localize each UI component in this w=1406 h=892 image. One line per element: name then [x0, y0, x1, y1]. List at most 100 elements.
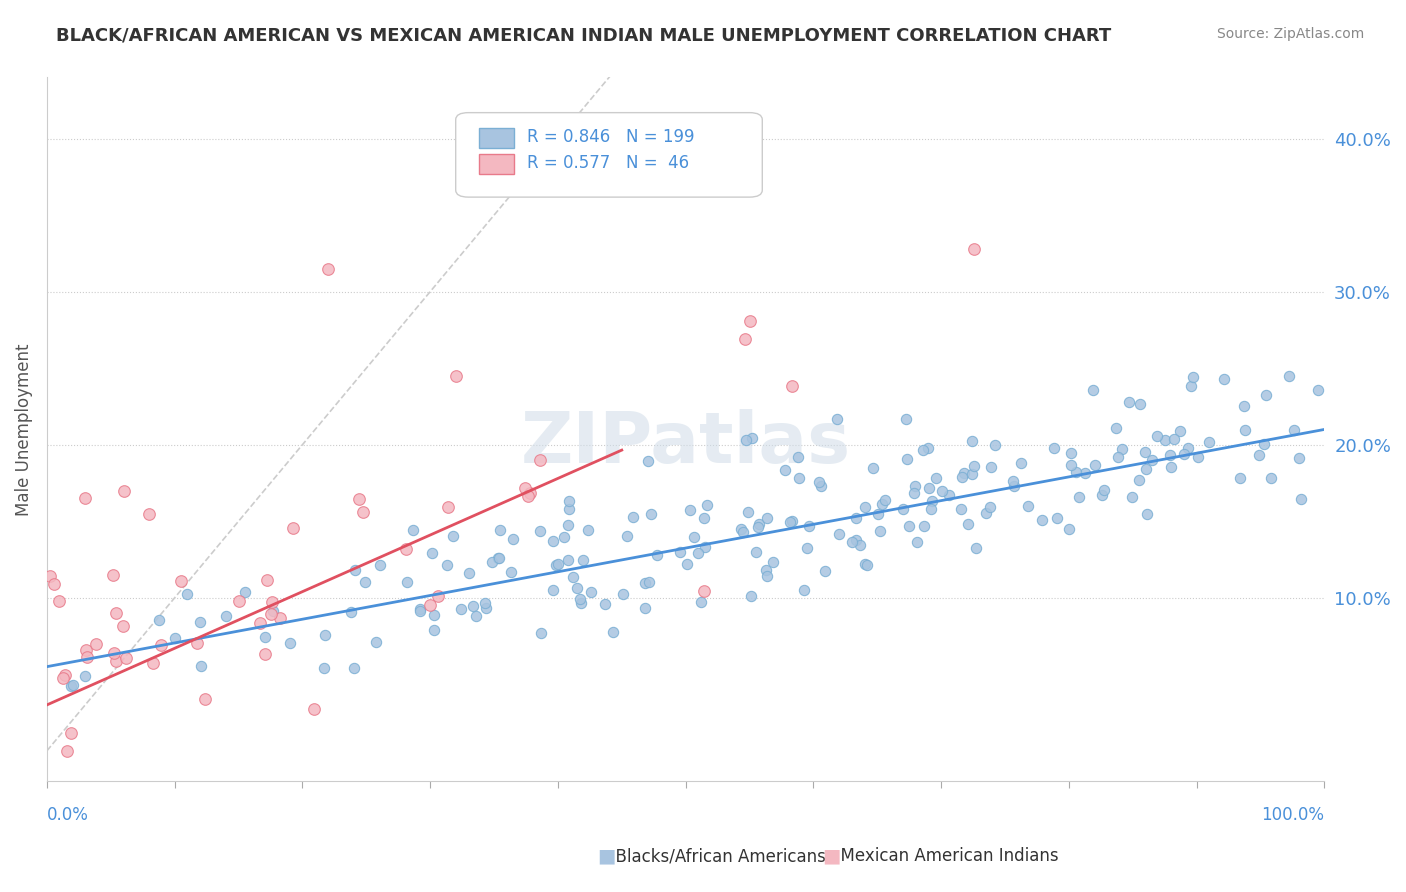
Point	[148, 613, 170, 627]
Point	[76, 649, 98, 664]
Point	[278, 636, 301, 650]
Point	[553, 530, 575, 544]
Point	[808, 475, 831, 489]
Point	[458, 566, 481, 580]
Point	[316, 261, 339, 276]
Point	[855, 557, 877, 571]
Text: 100.0%: 100.0%	[1261, 806, 1324, 824]
Text: ■: ■	[598, 847, 616, 866]
Point	[150, 638, 173, 652]
Point	[315, 628, 337, 642]
Point	[762, 556, 785, 570]
Point	[747, 520, 769, 534]
Point	[938, 488, 960, 502]
Text: ■: ■	[823, 847, 841, 866]
Text: 0.0%: 0.0%	[46, 806, 89, 824]
Point	[979, 500, 1001, 514]
Point	[911, 443, 934, 458]
Point	[845, 511, 868, 525]
Point	[638, 574, 661, 589]
Point	[963, 242, 986, 256]
Point	[730, 522, 752, 536]
Point	[1140, 452, 1163, 467]
Point	[52, 671, 75, 685]
Point	[254, 647, 277, 661]
Point	[905, 535, 928, 549]
Point	[423, 623, 446, 637]
Point	[565, 582, 588, 596]
Point	[1084, 458, 1107, 472]
Point	[748, 516, 770, 531]
Point	[395, 574, 418, 589]
Point	[780, 514, 803, 528]
Point	[799, 518, 821, 533]
Point	[427, 589, 450, 603]
Point	[228, 594, 250, 608]
Point	[486, 550, 509, 565]
Point	[1133, 444, 1156, 458]
Point	[262, 604, 284, 618]
Point	[645, 548, 668, 562]
FancyBboxPatch shape	[478, 128, 515, 148]
Point	[576, 524, 599, 538]
Point	[281, 521, 304, 535]
Point	[115, 650, 138, 665]
Point	[354, 574, 377, 589]
Point	[519, 486, 541, 500]
Point	[529, 626, 551, 640]
Point	[62, 678, 84, 692]
Point	[163, 631, 186, 645]
Point	[957, 516, 980, 531]
Point	[249, 615, 271, 630]
Point	[965, 541, 987, 555]
Point	[112, 483, 135, 498]
Point	[1177, 441, 1199, 455]
Point	[269, 610, 291, 624]
Point	[741, 431, 763, 445]
Text: BLACK/AFRICAN AMERICAN VS MEXICAN AMERICAN INDIAN MALE UNEMPLOYMENT CORRELATION : BLACK/AFRICAN AMERICAN VS MEXICAN AMERIC…	[56, 27, 1112, 45]
Point	[84, 637, 107, 651]
Point	[233, 585, 256, 599]
Point	[1060, 458, 1083, 473]
Point	[793, 582, 815, 597]
Point	[1260, 471, 1282, 485]
Point	[869, 524, 891, 538]
Text: Blacks/African Americans: Blacks/African Americans	[605, 847, 825, 865]
Point	[343, 661, 366, 675]
Text: R = 0.846   N = 199: R = 0.846 N = 199	[527, 128, 695, 146]
Point	[693, 510, 716, 524]
Point	[689, 595, 711, 609]
Point	[349, 491, 371, 506]
Point	[547, 558, 569, 572]
Point	[612, 587, 634, 601]
Point	[105, 654, 128, 668]
Point	[475, 601, 498, 615]
Point	[983, 438, 1005, 452]
Point	[773, 463, 796, 477]
Point	[568, 591, 591, 606]
Point	[980, 459, 1002, 474]
Point	[422, 608, 444, 623]
Point	[481, 555, 503, 569]
Point	[1135, 462, 1157, 476]
Point	[39, 568, 62, 582]
Point	[1057, 522, 1080, 536]
Point	[1180, 379, 1202, 393]
Point	[679, 502, 702, 516]
Point	[557, 553, 579, 567]
Point	[693, 541, 716, 555]
Point	[352, 504, 374, 518]
Point	[796, 541, 818, 555]
Point	[1105, 421, 1128, 435]
Point	[917, 441, 939, 455]
Point	[1234, 423, 1257, 437]
Point	[474, 596, 496, 610]
Point	[1092, 483, 1115, 497]
Point	[1212, 372, 1234, 386]
Y-axis label: Male Unemployment: Male Unemployment	[15, 343, 32, 516]
Point	[215, 608, 238, 623]
Point	[56, 744, 79, 758]
Point	[104, 607, 127, 621]
Point	[733, 524, 755, 539]
Point	[1074, 466, 1097, 480]
